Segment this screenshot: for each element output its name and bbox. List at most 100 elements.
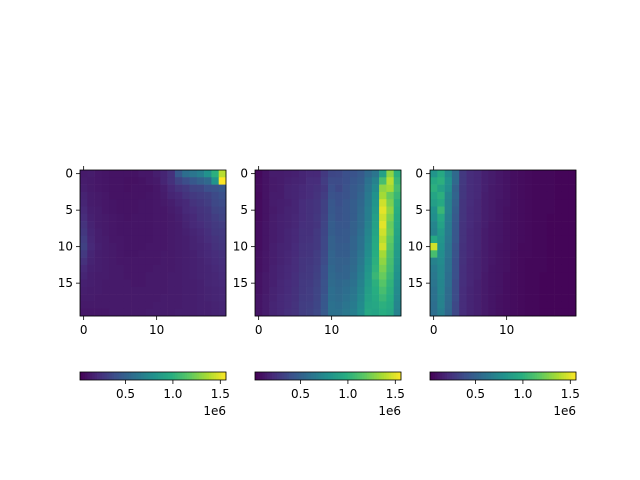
heatmap-cell: [342, 170, 351, 178]
colorbar-segment: [213, 372, 217, 380]
heatmap-cell: [481, 257, 489, 266]
heatmap-cell: [101, 235, 110, 244]
heatmap-cell: [481, 243, 489, 251]
heatmap-cell: [218, 301, 227, 309]
heatmap-cell: [568, 279, 577, 288]
heatmap-cell: [386, 257, 394, 266]
heatmap-cell: [473, 170, 482, 178]
heatmap-cell: [510, 279, 518, 288]
heatmap-cell: [393, 257, 402, 266]
colorbar-segment: [128, 372, 132, 380]
heatmap-cell: [532, 301, 540, 309]
heatmap-cell: [182, 206, 190, 215]
heatmap-cell: [437, 221, 445, 229]
heatmap-cell: [116, 294, 125, 302]
heatmap-cell: [554, 243, 562, 251]
heatmap-cell: [262, 264, 270, 273]
heatmap-cell: [284, 221, 292, 229]
colorbar-segment: [495, 372, 499, 380]
colorbar-segment: [381, 372, 385, 380]
heatmap-cell: [255, 228, 263, 236]
heatmap-cell: [306, 235, 314, 244]
heatmap-cell: [211, 213, 219, 222]
heatmap-cell: [503, 250, 511, 258]
heatmap-cell: [539, 228, 548, 236]
heatmap-cell: [459, 272, 467, 280]
colorbar-segment: [439, 372, 443, 380]
heatmap-cell: [160, 272, 168, 280]
heatmap-cell: [298, 308, 307, 317]
heatmap-cell: [87, 243, 95, 251]
heatmap-cell: [554, 279, 562, 288]
heatmap-cell: [298, 221, 307, 229]
heatmap-cell: [298, 301, 307, 309]
heatmap-cell: [94, 177, 103, 185]
heatmap-cell: [386, 279, 394, 288]
heatmap-cell: [138, 170, 146, 178]
heatmap-cell: [459, 279, 467, 288]
heatmap-cell: [532, 177, 540, 185]
heatmap-cell: [342, 301, 351, 309]
heatmap-cell: [561, 213, 569, 222]
heatmap-cell: [211, 221, 219, 229]
heatmap-cell: [328, 264, 336, 273]
heatmap-cell: [138, 221, 146, 229]
colorbar-segment: [97, 372, 100, 380]
heatmap-cell: [109, 250, 117, 258]
heatmap-cell: [255, 213, 263, 222]
heatmap-cell: [524, 184, 533, 193]
heatmap-cell: [546, 177, 555, 185]
heatmap-cell: [174, 191, 183, 200]
heatmap-cell: [364, 279, 373, 288]
heatmap-cell: [138, 250, 146, 258]
heatmap-cell: [116, 243, 125, 251]
heatmap-cell: [379, 177, 387, 185]
heatmap-cell: [131, 177, 139, 185]
heatmap-cell: [182, 308, 190, 317]
colorbar-segment: [92, 372, 95, 380]
heatmap-cell: [357, 272, 365, 280]
heatmap-cell: [364, 170, 373, 178]
heatmap-cell: [284, 250, 292, 258]
colorbar-segment: [111, 372, 115, 380]
heatmap-cell: [371, 272, 380, 280]
heatmap-cell: [459, 213, 467, 222]
heatmap-cell: [364, 184, 373, 193]
heatmap-cell: [437, 264, 445, 273]
heatmap-cell: [306, 206, 314, 215]
heatmap-cell: [444, 286, 453, 295]
heatmap-cell: [444, 243, 453, 251]
heatmap-cell: [546, 301, 555, 309]
heatmap-cell: [204, 184, 212, 193]
heatmap-cell: [269, 228, 278, 236]
heatmap-cell: [80, 221, 88, 229]
heatmap-cell: [488, 228, 496, 236]
heatmap-cell: [495, 294, 504, 302]
heatmap-cell: [204, 243, 212, 251]
heatmap-cell: [546, 308, 555, 317]
heatmap-cell: [116, 170, 125, 178]
heatmap-cell: [189, 301, 198, 309]
heatmap-cell: [524, 250, 533, 258]
colorbar-segment: [187, 372, 190, 380]
y-tick-label: 0: [415, 167, 423, 181]
heatmap-cell: [153, 191, 161, 200]
heatmap-cell: [561, 221, 569, 229]
heatmap-cell: [444, 301, 453, 309]
heatmap-cell: [510, 184, 518, 193]
heatmap-cell: [320, 199, 329, 207]
heatmap-cell: [481, 199, 489, 207]
heatmap-cell: [466, 279, 475, 288]
heatmap-cell: [328, 243, 336, 251]
colorbar-segment: [558, 372, 562, 380]
heatmap-cell: [459, 199, 467, 207]
heatmap-cell: [87, 257, 95, 266]
heatmap-cell: [182, 199, 190, 207]
heatmap-cell: [138, 264, 146, 273]
heatmap-cell: [561, 286, 569, 295]
heatmap-cell: [211, 250, 219, 258]
heatmap-cell: [342, 272, 351, 280]
heatmap-cell: [189, 191, 198, 200]
heatmap-cell: [342, 264, 351, 273]
heatmap-cell: [291, 191, 300, 200]
